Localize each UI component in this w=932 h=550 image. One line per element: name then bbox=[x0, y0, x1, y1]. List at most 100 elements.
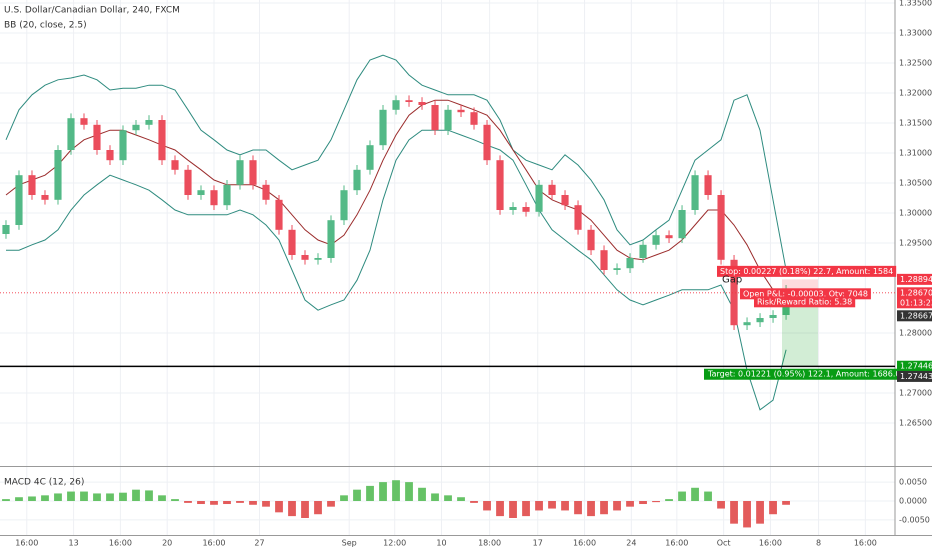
target-price-tag: 1.27446 bbox=[900, 362, 932, 371]
macd-bar bbox=[756, 501, 764, 524]
target-price-tag-bg bbox=[897, 360, 932, 372]
candle-body bbox=[15, 175, 23, 225]
macd-bar bbox=[327, 501, 335, 507]
x-tick-label: 16:00 bbox=[202, 539, 225, 548]
candle-body bbox=[639, 244, 647, 258]
candle-body bbox=[223, 184, 231, 206]
macd-bar bbox=[80, 491, 88, 501]
macd-bar bbox=[54, 493, 62, 501]
candle-body bbox=[717, 195, 725, 260]
macd-bar bbox=[782, 501, 790, 505]
macd-bar bbox=[535, 501, 543, 511]
candle-body bbox=[561, 195, 569, 206]
macd-bar bbox=[340, 495, 348, 501]
macd-bar bbox=[288, 501, 296, 517]
macd-bar bbox=[652, 501, 660, 503]
macd-bar bbox=[717, 501, 725, 509]
candle-body bbox=[483, 124, 491, 161]
x-tick-label: 17 bbox=[533, 539, 543, 548]
last-price-tag: 1.28667 bbox=[900, 311, 932, 320]
macd-bar bbox=[314, 501, 322, 515]
line-price-tag-bg bbox=[897, 370, 932, 382]
candle-body bbox=[587, 229, 595, 251]
indicator-legend: BB (20, close, 2.5) bbox=[4, 21, 87, 31]
macd-bar bbox=[28, 496, 36, 501]
candle-body bbox=[106, 150, 114, 161]
y-tick-label: 1.33000 bbox=[899, 29, 932, 38]
x-tick-label: Sep bbox=[342, 539, 357, 548]
candle-body bbox=[678, 210, 686, 239]
macd-tick-label: 0.0050 bbox=[899, 478, 927, 487]
candle-body bbox=[327, 220, 335, 258]
macd-bar bbox=[197, 501, 205, 505]
y-tick-label: 1.31000 bbox=[899, 149, 932, 158]
macd-bar bbox=[249, 501, 257, 505]
target-label: Target: 0.01221 (0.95%) 122.1, Amount: 1… bbox=[707, 370, 906, 379]
candle-body bbox=[262, 184, 270, 200]
candle-body bbox=[626, 258, 634, 269]
y-tick-label: 1.33500 bbox=[899, 0, 932, 8]
candle-body bbox=[418, 102, 426, 105]
candle-body bbox=[522, 207, 530, 212]
candle-body bbox=[54, 150, 62, 200]
macd-bar bbox=[145, 490, 153, 501]
macd-bar bbox=[639, 501, 647, 505]
candle-body bbox=[405, 100, 413, 102]
macd-tick-label: -0.0050 bbox=[899, 515, 930, 524]
macd-bar bbox=[223, 501, 231, 505]
macd-bar bbox=[301, 501, 309, 518]
macd-bar bbox=[743, 501, 751, 528]
candle-body bbox=[470, 112, 478, 125]
candle-body bbox=[340, 190, 348, 221]
candle-body bbox=[171, 160, 179, 170]
candle-body bbox=[743, 322, 751, 326]
macd-bar bbox=[574, 501, 582, 515]
macd-bar bbox=[262, 501, 270, 507]
candle-body bbox=[132, 124, 140, 131]
candle-body bbox=[236, 160, 244, 185]
candle-body bbox=[67, 118, 75, 150]
candle-body bbox=[574, 205, 582, 230]
candle-body bbox=[730, 259, 738, 326]
macd-legend: MACD 4C (12, 26) bbox=[4, 478, 84, 488]
candle-body bbox=[691, 175, 699, 210]
y-tick-label: 1.26500 bbox=[899, 419, 932, 428]
candle-body bbox=[210, 190, 218, 206]
bb-lower bbox=[6, 129, 787, 411]
x-tick-label: 8 bbox=[816, 539, 821, 548]
candle-body bbox=[704, 175, 712, 195]
macd-bar bbox=[236, 501, 244, 503]
macd-bar bbox=[483, 501, 491, 511]
x-tick-label: 16:00 bbox=[759, 539, 782, 548]
macd-bar bbox=[457, 497, 465, 501]
pnl-label: Open P&L: -0.00003, Qty: 7048 bbox=[743, 289, 868, 298]
macd-bar bbox=[561, 501, 569, 511]
macd-bar bbox=[522, 501, 530, 517]
macd-bar bbox=[769, 501, 777, 515]
x-tick-label: 10 bbox=[436, 539, 446, 548]
x-tick-label: 12:00 bbox=[383, 539, 406, 548]
macd-bar bbox=[613, 501, 621, 511]
bb-upper bbox=[5, 54, 787, 271]
x-tick-label: 16:00 bbox=[665, 539, 688, 548]
candle-body bbox=[548, 184, 556, 195]
x-tick-label: 16:00 bbox=[109, 539, 132, 548]
candle-body bbox=[457, 109, 465, 113]
macd-bar bbox=[665, 499, 673, 501]
y-tick-label: 1.28000 bbox=[899, 329, 932, 338]
x-tick-label: 16:00 bbox=[15, 539, 38, 548]
macd-bar bbox=[184, 501, 192, 503]
candle-body bbox=[184, 169, 192, 195]
macd-bar bbox=[626, 501, 634, 507]
macd-bar bbox=[15, 497, 23, 501]
y-tick-label: 1.31500 bbox=[899, 119, 932, 128]
y-tick-label: 1.29500 bbox=[899, 239, 932, 248]
macd-bar bbox=[600, 501, 608, 515]
entry-price-tag-bg bbox=[897, 287, 932, 299]
macd-bar bbox=[548, 501, 556, 509]
macd-bar bbox=[496, 501, 504, 517]
line-price-tag: 1.27443 bbox=[900, 372, 932, 381]
x-tick-label: 13 bbox=[68, 539, 78, 548]
stop-price-tag-bg bbox=[897, 273, 932, 285]
